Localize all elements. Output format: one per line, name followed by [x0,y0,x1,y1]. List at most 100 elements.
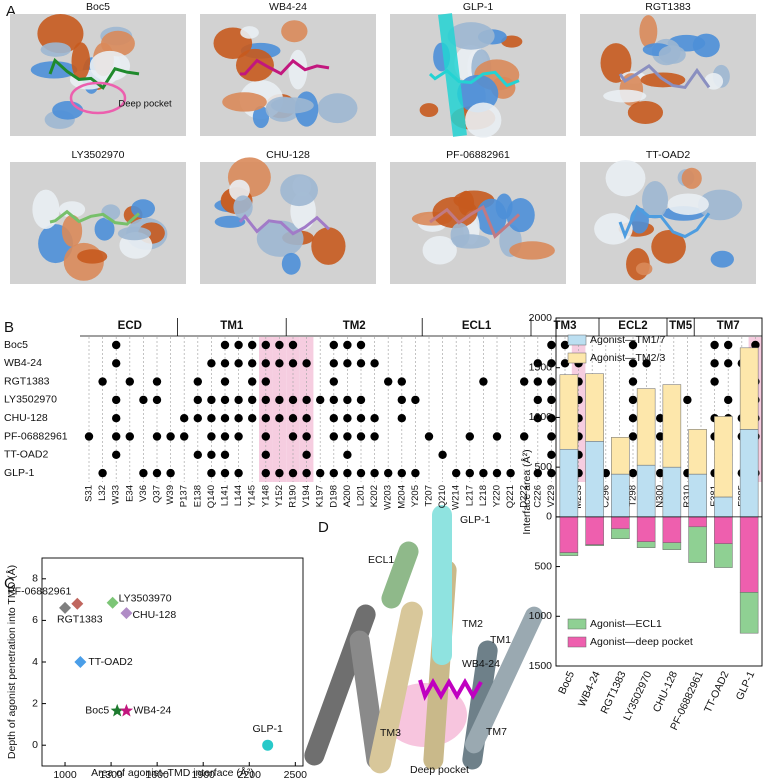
contact-dot [356,414,366,423]
contact-dot [465,468,474,478]
surface-patch [422,235,457,265]
contact-dot [547,377,556,386]
contact-dot [370,468,379,478]
y-tick-label: 500 [534,560,552,572]
surface-patch [32,189,60,230]
point-label: GLP-1 [253,723,284,735]
row-label: CHU-128 [4,412,48,424]
structure-name: LY3502970 [72,149,125,161]
contact-dot [152,468,162,478]
surface-patch [651,229,686,264]
contact-dot [261,468,270,478]
ligand [618,204,711,240]
point [74,656,87,668]
residue-label: Q140 [206,485,217,508]
contact-dot [112,395,121,405]
residue-label: D198 [328,485,339,508]
contact-dot [302,468,311,478]
surface-patch [61,214,83,247]
structure-label: TM7 [486,726,507,738]
group-label: TM7 [717,320,740,332]
contact-dot [656,414,665,423]
residue-label: Q37 [152,485,163,503]
group-label: ECL1 [462,320,492,332]
y-tick-label: 2000 [529,312,553,324]
surface-patch [311,227,346,265]
bar-segment [662,516,682,543]
x-tick-label: GLP-1 [734,669,758,702]
x-tick-label: 1000 [53,769,77,778]
decoration [304,505,544,774]
surface-patch [94,217,115,241]
contact-dot [479,468,488,478]
group-label: TM1 [220,320,244,332]
bar-segment [585,373,604,442]
contact-dot [751,340,760,350]
contact-dot [207,359,216,368]
residue-label: L144 [233,485,244,506]
surface-patch [506,198,535,233]
contact-dot [152,377,162,386]
contact-dot [125,432,134,441]
point [110,703,124,717]
contact-dot [234,432,243,441]
legend-swatch [567,636,587,648]
surface-patch [229,179,250,201]
annotation: Deep pocket [118,99,172,110]
residue-label: Q210 [437,485,448,508]
structure-name: WB4-24 [269,1,307,13]
contact-dot [329,395,338,405]
residue-label: P137 [179,485,190,507]
contact-dot [329,377,338,386]
row-label: GLP-1 [4,467,35,479]
contact-dot [343,359,352,368]
contact-dot [112,340,121,350]
x-tick-label: CHU-128 [651,669,680,714]
contact-dot [166,468,175,478]
y-tick-label: 0 [32,739,38,751]
contact-dot [343,395,352,405]
contact-dot [533,395,542,405]
bar-segment [611,473,630,518]
bar-segment [688,526,707,563]
residue-label: Y148 [260,485,271,507]
surface-patch [447,22,495,50]
residue-label: V36 [138,485,149,502]
surface-patch [40,42,71,57]
contact-dot [220,414,230,423]
surface-patch [89,50,131,82]
bar-segment [636,464,656,518]
contact-dot [220,468,230,478]
legend-label: Agonist—deep pocket [590,636,693,648]
point-label: WB4-24 [133,705,171,717]
structure-name: RGT1383 [645,1,691,13]
surface-patch [692,33,720,58]
contact-dot [628,432,638,441]
residue-label: A200 [342,485,353,507]
surface-patch [465,102,502,138]
surface-patch [270,97,314,114]
surface-patch [639,15,658,48]
y-axis-label: Interface area (Å²) [520,449,533,534]
contact-dot [370,414,379,423]
helix-cylinder [369,601,423,774]
helix-cylinder [432,505,452,665]
residue-label: L201 [356,485,367,506]
contact-dot [193,450,202,459]
contact-dot [234,359,243,368]
contact-dot [261,414,270,423]
legend-label: Agonist—TM1/7 [590,334,665,346]
residue-label: Y220 [492,485,503,507]
contact-dot [683,395,692,405]
contact-dot [316,395,325,405]
contact-dot [329,414,338,423]
contact-dot [547,359,556,368]
contact-dot [710,359,719,368]
residue-label: E138 [192,485,203,507]
y-axis-label: Depth of agonist penetration into TMD (Å… [5,565,18,759]
contact-dot [288,359,298,368]
legend-swatch [567,352,587,364]
contact-dot [261,359,270,368]
surface-patch [77,249,108,264]
contact-dot [112,450,121,459]
